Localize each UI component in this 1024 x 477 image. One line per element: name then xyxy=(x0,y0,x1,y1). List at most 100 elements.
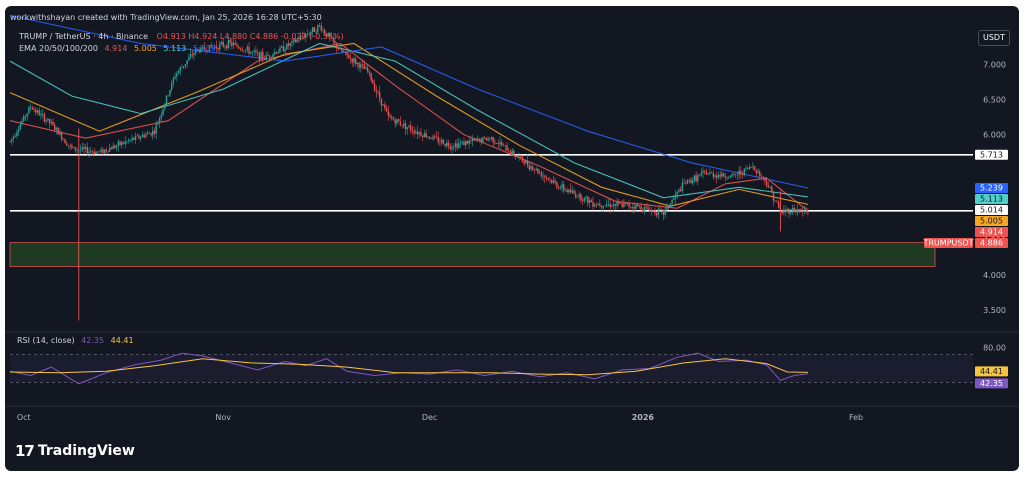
price-label-bg-3 xyxy=(975,205,1008,216)
candle-body-145 xyxy=(258,52,261,60)
candle-body-439 xyxy=(764,177,766,182)
candle-body-188 xyxy=(332,37,334,42)
candle-body-190 xyxy=(336,42,338,49)
candle-body-113 xyxy=(203,46,206,50)
candle-body-415 xyxy=(722,173,725,177)
candle-body-354 xyxy=(618,201,620,204)
candle-body-122 xyxy=(219,43,221,50)
candle-body-147 xyxy=(262,52,264,59)
candle-body-414 xyxy=(721,173,723,177)
candle-body-358 xyxy=(624,203,627,205)
candle-body-92 xyxy=(167,95,169,97)
candle-body-44 xyxy=(84,147,87,149)
candle-body-272 xyxy=(477,138,479,141)
candle-body-102 xyxy=(184,64,187,67)
candle-body-361 xyxy=(630,206,632,208)
rsi-ma-label-bg xyxy=(975,366,1008,377)
candle-body-25 xyxy=(52,121,54,125)
candle-body-395 xyxy=(688,179,690,181)
candle-body-9 xyxy=(24,115,27,117)
candle-body-103 xyxy=(186,60,188,65)
candle-body-100 xyxy=(181,67,183,68)
candle-body-298 xyxy=(521,156,524,162)
candle-body-99 xyxy=(179,67,181,72)
candle-body-371 xyxy=(647,207,649,210)
candle-body-328 xyxy=(573,190,575,194)
candle-body-208 xyxy=(366,67,369,72)
currency-button[interactable]: USDT xyxy=(978,30,1010,46)
candle-body-191 xyxy=(337,48,340,50)
candle-body-245 xyxy=(430,138,433,140)
candle-body-218 xyxy=(384,104,386,109)
candle-body-316 xyxy=(552,180,555,183)
candle-body-325 xyxy=(568,189,570,192)
chart-canvas[interactable]: 7.0006.5006.0004.5004.0003.500OctNovDec2… xyxy=(5,6,1019,471)
candle-body-207 xyxy=(365,67,367,69)
candle-body-461 xyxy=(802,210,804,212)
ema-line-1 xyxy=(9,42,809,207)
candle-body-262 xyxy=(459,142,462,144)
candle-body-399 xyxy=(695,175,697,182)
candle-body-438 xyxy=(762,176,764,178)
candle-body-128 xyxy=(229,40,231,43)
candle-body-297 xyxy=(520,156,522,157)
candle-body-370 xyxy=(645,206,647,208)
demand-zone xyxy=(9,242,936,267)
candle-body-158 xyxy=(281,46,283,48)
rsi-ma-axis-label: 44.41 xyxy=(980,367,1003,376)
candle-body-73 xyxy=(134,135,137,140)
candle-body-244 xyxy=(428,136,431,139)
candle-body-180 xyxy=(318,24,321,26)
candle-body-131 xyxy=(234,43,236,45)
candle-body-291 xyxy=(509,151,512,155)
candle-body-282 xyxy=(494,142,496,144)
candle-body-38 xyxy=(74,147,77,151)
candle-body-267 xyxy=(468,140,470,144)
candle-body-429 xyxy=(747,167,749,169)
candle-body-317 xyxy=(554,180,556,183)
candle-body-436 xyxy=(759,171,761,176)
candle-body-280 xyxy=(490,137,493,139)
candle-body-421 xyxy=(733,173,735,175)
candle-body-368 xyxy=(642,209,644,212)
candle-body-343 xyxy=(599,203,601,206)
candle-body-125 xyxy=(224,46,226,47)
candle-body-319 xyxy=(557,187,560,189)
candle-body-22 xyxy=(47,118,49,121)
candle-body-459 xyxy=(798,209,801,213)
candle-body-97 xyxy=(176,73,178,77)
candle-body-384 xyxy=(669,203,672,208)
candle-body-329 xyxy=(575,193,577,198)
candle-body-32 xyxy=(64,139,66,144)
candle-body-381 xyxy=(664,209,666,215)
price-label-4: 5.005 xyxy=(980,217,1003,226)
candle-body-419 xyxy=(729,175,732,178)
candle-body-457 xyxy=(795,209,797,212)
candle-body-293 xyxy=(513,150,515,156)
candle-body-300 xyxy=(525,160,527,164)
candle-body-366 xyxy=(638,205,641,207)
candle-body-425 xyxy=(740,170,742,174)
candle-body-444 xyxy=(772,192,775,202)
candle-body-166 xyxy=(294,39,297,43)
candle-body-407 xyxy=(709,172,711,174)
candle-body-12 xyxy=(29,107,32,108)
candle-body-447 xyxy=(777,202,780,208)
candle-body-48 xyxy=(91,151,94,153)
price-label-bg-1 xyxy=(975,183,1008,194)
candle-body-221 xyxy=(389,115,391,117)
candle-body-153 xyxy=(272,54,274,58)
candle-body-443 xyxy=(771,186,773,193)
candle-body-138 xyxy=(246,47,249,50)
tradingview-brand[interactable]: 17 TradingView xyxy=(15,442,135,460)
candle-body-416 xyxy=(724,176,727,178)
candle-body-82 xyxy=(150,133,152,136)
candle-body-423 xyxy=(736,174,739,176)
candle-body-374 xyxy=(652,209,654,211)
candle-body-449 xyxy=(781,210,783,214)
rsi-legend: RSI (14, close) 42.35 44.41 xyxy=(17,336,134,345)
candle-body-353 xyxy=(616,201,618,206)
rsi-band xyxy=(10,354,973,383)
candle-body-341 xyxy=(595,204,598,206)
candle-body-87 xyxy=(158,118,161,123)
